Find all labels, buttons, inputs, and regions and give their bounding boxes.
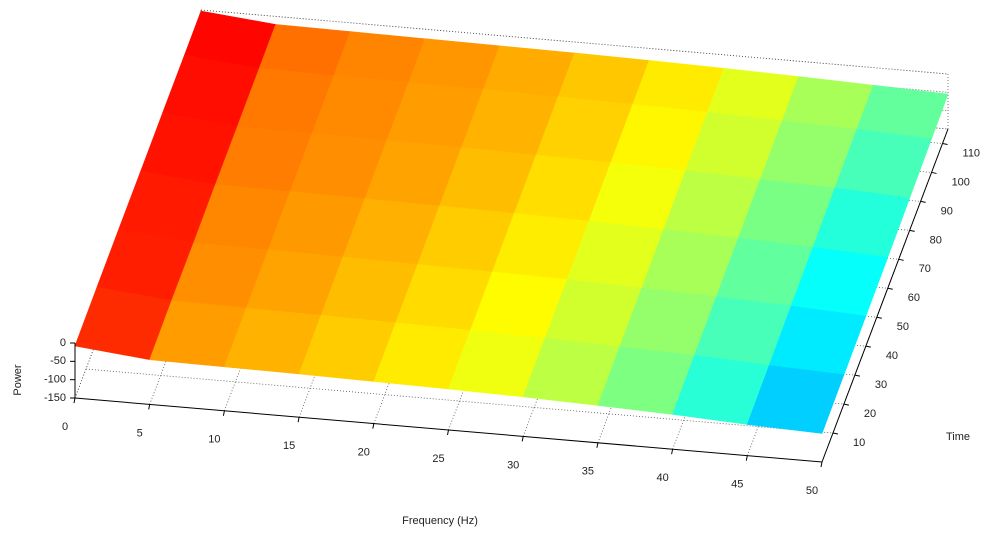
y-tick-label: 80 — [930, 234, 942, 246]
x-tick-label: 10 — [208, 434, 220, 446]
y-tick-label: 110 — [963, 147, 981, 159]
y-tick — [887, 287, 893, 290]
x-tick — [222, 410, 225, 416]
x-tick-label: 5 — [137, 427, 143, 439]
x-tick — [745, 455, 748, 461]
y-tick — [920, 200, 926, 203]
x-tick — [820, 461, 823, 468]
x-tick — [73, 397, 76, 404]
y-tick-label: 30 — [875, 379, 887, 391]
x-tick — [596, 442, 599, 448]
x-tick — [671, 449, 674, 455]
x-tick — [521, 436, 524, 442]
x-tick-label: 20 — [358, 447, 370, 459]
y-tick-label: 90 — [941, 205, 953, 217]
y-tick — [832, 432, 839, 435]
surface-patch — [856, 84, 949, 140]
y-tick — [865, 345, 871, 348]
z-tick-label: -150 — [44, 392, 66, 404]
y-axis — [821, 128, 949, 463]
x-tick-label: 45 — [731, 479, 743, 491]
y-tick — [898, 258, 904, 261]
y-tick-label: 50 — [897, 321, 909, 333]
surface-patch — [746, 365, 845, 434]
y-tick-label: 10 — [853, 437, 865, 449]
x-tick-label: 50 — [806, 485, 818, 497]
y-tick-label: 70 — [919, 263, 931, 275]
x-tick-label: 0 — [62, 421, 68, 433]
y-tick — [854, 374, 860, 377]
x-tick — [148, 404, 151, 410]
z-tick-label: -100 — [44, 374, 66, 386]
y-tick — [909, 229, 915, 232]
y-tick-label: 100 — [952, 176, 970, 188]
y-tick — [843, 403, 850, 406]
x-axis-label: Frequency (Hz) — [402, 515, 478, 527]
y-tick-label: 40 — [886, 350, 898, 362]
y-axis-label: Time — [946, 431, 970, 443]
x-tick-label: 35 — [582, 466, 594, 478]
z-tick-label: 0 — [60, 337, 66, 349]
x-tick — [297, 417, 300, 423]
x-tick — [447, 429, 449, 436]
x-tick-label: 30 — [507, 459, 519, 471]
y-tick — [942, 142, 948, 145]
y-tick — [931, 171, 937, 174]
x-tick-label: 25 — [432, 453, 444, 465]
y-tick-label: 60 — [908, 292, 920, 304]
x-tick-label: 15 — [283, 440, 295, 452]
y-tick — [876, 316, 882, 319]
z-axis-label: Power — [12, 364, 24, 396]
x-tick — [372, 423, 375, 429]
z-tick-label: -50 — [50, 355, 66, 367]
x-tick-label: 40 — [656, 472, 668, 484]
y-tick-label: 20 — [864, 408, 876, 420]
grid-line — [85, 368, 833, 434]
grid-line — [200, 9, 949, 75]
